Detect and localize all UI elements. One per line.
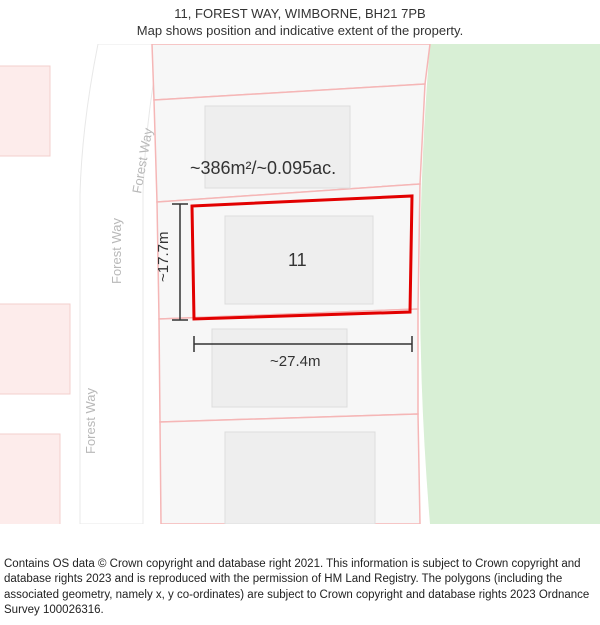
dim-h-label: ~27.4m [270,353,320,370]
map-svg: Forest WayForest WayForest Way ~386m²/~0… [0,44,600,524]
road-label: Forest Way [109,218,124,284]
left-block [0,66,50,156]
left-block [0,434,60,524]
header: 11, FOREST WAY, WIMBORNE, BH21 7PB Map s… [0,0,600,38]
footer-copyright: Contains OS data © Crown copyright and d… [4,557,592,619]
map-area: Forest WayForest WayForest Way ~386m²/~0… [0,44,600,524]
road-label: Forest Way [83,388,98,454]
left-blocks [0,66,70,524]
green-region [420,44,600,524]
page-subtitle: Map shows position and indicative extent… [0,23,600,38]
left-block [0,304,70,394]
house-number: 11 [288,250,307,270]
building [225,432,375,524]
area-label: ~386m²/~0.095ac. [190,158,336,178]
page-title: 11, FOREST WAY, WIMBORNE, BH21 7PB [0,6,600,21]
dim-v-label: ~17.7m [155,232,172,282]
